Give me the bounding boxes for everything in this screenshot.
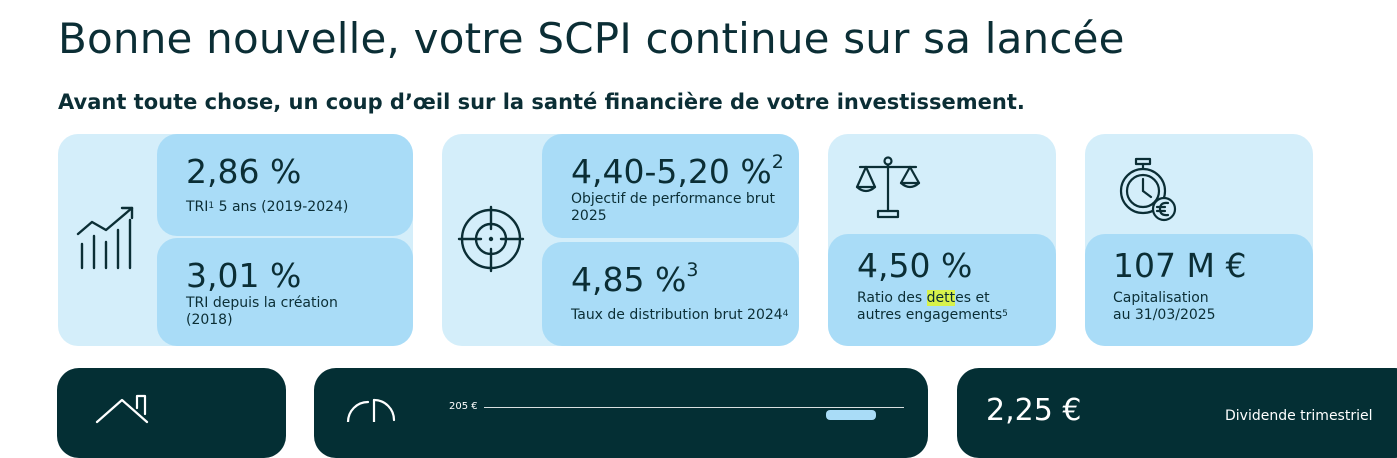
distribution-label-sup: 4 bbox=[782, 309, 789, 319]
distribution-value-text: 4,85 % bbox=[571, 260, 687, 299]
page-title: Bonne nouvelle, votre SCPI continue sur … bbox=[58, 14, 1125, 63]
pie-chart-icon bbox=[344, 398, 396, 422]
kpi-distribution-card bbox=[542, 242, 799, 346]
objective-value-sup: 2 bbox=[771, 151, 784, 173]
kpi-objective-card bbox=[542, 134, 799, 238]
tri5-label: TRI1 5 ans (2019-2024) bbox=[186, 199, 348, 216]
stopwatch-euro-icon bbox=[1116, 157, 1182, 223]
distribution-label: Taux de distribution brut 20244 bbox=[571, 307, 788, 324]
tri5-label-rest: 5 ans (2019-2024) bbox=[214, 199, 349, 215]
dividend-value: 2,25 € bbox=[986, 393, 1082, 428]
tri5-label-text: TRI bbox=[186, 199, 209, 215]
objective-value: 4,40-5,20 %2 bbox=[571, 152, 784, 191]
balance-scale-icon bbox=[852, 153, 924, 221]
tri-creation-label: TRI depuis la création (2018) bbox=[186, 295, 338, 328]
tri5-value: 2,86 % bbox=[186, 152, 302, 191]
cap-label-line1: Capitalisation bbox=[1113, 290, 1209, 306]
distribution-value-sup: 3 bbox=[686, 259, 699, 281]
objective-value-text: 4,40-5,20 % bbox=[571, 152, 772, 191]
chart-bar-highlight bbox=[826, 410, 876, 420]
cap-label: Capitalisation au 31/03/2025 bbox=[1113, 290, 1216, 324]
ratio-label-line2-text: autres engagements bbox=[857, 307, 1003, 323]
ratio-label-line1: Ratio des dettes et bbox=[857, 290, 1008, 307]
ratio-label: Ratio des dettes et autres engagements5 bbox=[857, 290, 1008, 324]
house-icon bbox=[95, 394, 149, 424]
cap-label-line2: au 31/03/2025 bbox=[1113, 307, 1216, 323]
page-subtitle: Avant toute chose, un coup d’œil sur la … bbox=[58, 90, 1025, 114]
objective-label: Objectif de performance brut 2025 bbox=[571, 191, 775, 224]
dividend-label: Dividende trimestriel bbox=[1225, 408, 1373, 424]
tri-creation-value: 3,01 % bbox=[186, 256, 302, 295]
distribution-value: 4,85 %3 bbox=[571, 260, 698, 299]
ratio-label-line2: autres engagements5 bbox=[857, 307, 1008, 324]
cap-value: 107 M € bbox=[1113, 246, 1247, 285]
target-icon bbox=[457, 205, 525, 273]
growth-chart-icon bbox=[74, 204, 140, 274]
ratio-value: 4,50 % bbox=[857, 246, 973, 285]
ratio-label-highlight: dett bbox=[926, 290, 956, 306]
chart-gridline bbox=[484, 407, 904, 408]
ratio-label-before: Ratio des bbox=[857, 290, 927, 306]
kpi-tri-creation-card bbox=[157, 238, 413, 346]
bottom-card-left bbox=[57, 368, 286, 458]
kpi-tri5-card bbox=[157, 134, 413, 236]
tri5-label-sup: 1 bbox=[208, 201, 215, 211]
ratio-label-after: es et bbox=[955, 290, 990, 306]
distribution-label-text: Taux de distribution brut 2024 bbox=[571, 307, 783, 323]
chart-axis-label: 205 € bbox=[449, 401, 478, 412]
ratio-label-sup: 5 bbox=[1002, 309, 1008, 319]
kpi-cap-card bbox=[1085, 234, 1313, 346]
